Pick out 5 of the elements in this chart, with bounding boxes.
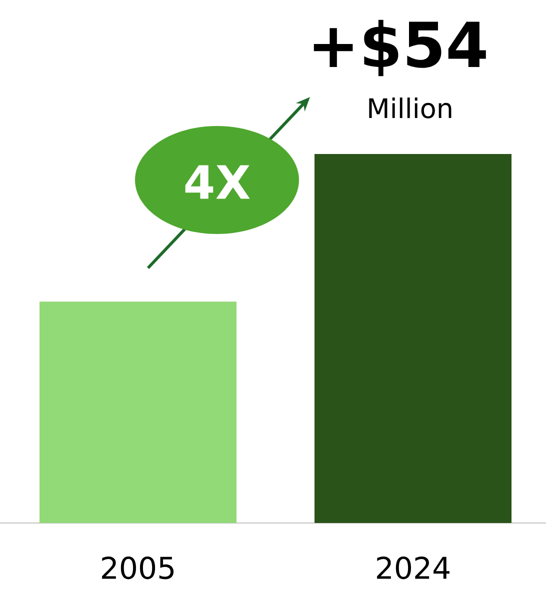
x-tick-label: 2024 [377,556,450,580]
text: Million [369,98,452,118]
text: +$54 [314,20,486,76]
annotation: 4X [185,165,250,199]
x-tick-label: 2005 [102,556,174,580]
